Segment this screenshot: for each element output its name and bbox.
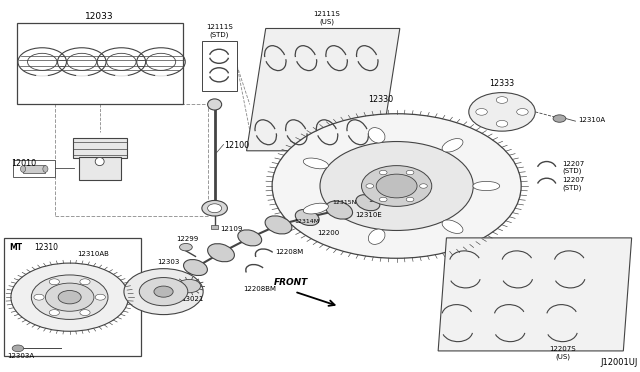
Ellipse shape bbox=[295, 209, 319, 225]
Bar bbox=[4, 238, 141, 356]
Polygon shape bbox=[246, 29, 400, 151]
Text: 12310: 12310 bbox=[35, 243, 58, 253]
Circle shape bbox=[272, 114, 521, 258]
Bar bbox=[23, 165, 45, 173]
Text: 12330: 12330 bbox=[368, 96, 394, 105]
Text: 12100: 12100 bbox=[224, 141, 250, 150]
Circle shape bbox=[58, 291, 81, 304]
Text: 12303: 12303 bbox=[157, 259, 180, 264]
Circle shape bbox=[179, 243, 192, 251]
Circle shape bbox=[11, 263, 129, 331]
Text: 12314M: 12314M bbox=[294, 219, 319, 224]
Text: 12310AB: 12310AB bbox=[77, 251, 109, 257]
Circle shape bbox=[124, 269, 203, 315]
Text: 12010: 12010 bbox=[11, 159, 36, 168]
Text: 12200: 12200 bbox=[317, 231, 339, 237]
Ellipse shape bbox=[383, 185, 410, 202]
Circle shape bbox=[49, 279, 60, 285]
Bar bbox=[13, 160, 55, 177]
Circle shape bbox=[496, 121, 508, 127]
Bar bbox=[202, 41, 237, 92]
Ellipse shape bbox=[202, 201, 227, 216]
Text: 12111S
(STD): 12111S (STD) bbox=[205, 24, 232, 38]
Text: 12111S
(US): 12111S (US) bbox=[313, 11, 340, 25]
Polygon shape bbox=[438, 238, 632, 351]
Text: 12310A: 12310A bbox=[579, 117, 606, 123]
Ellipse shape bbox=[238, 230, 262, 246]
Circle shape bbox=[496, 97, 508, 103]
Ellipse shape bbox=[184, 260, 207, 276]
Ellipse shape bbox=[207, 244, 234, 262]
Circle shape bbox=[366, 184, 374, 188]
Ellipse shape bbox=[207, 99, 221, 110]
Ellipse shape bbox=[157, 283, 183, 301]
Ellipse shape bbox=[442, 139, 463, 152]
Text: 12315N: 12315N bbox=[333, 199, 357, 205]
Ellipse shape bbox=[95, 157, 104, 166]
Circle shape bbox=[516, 109, 528, 115]
Circle shape bbox=[380, 170, 387, 175]
Circle shape bbox=[468, 93, 535, 131]
Ellipse shape bbox=[265, 216, 292, 234]
Circle shape bbox=[476, 109, 487, 115]
Text: 12310E: 12310E bbox=[355, 212, 382, 218]
Circle shape bbox=[362, 166, 432, 206]
Circle shape bbox=[154, 286, 173, 297]
Bar bbox=[55, 105, 208, 216]
Text: 12207S
(US): 12207S (US) bbox=[549, 346, 576, 360]
Text: 12109: 12109 bbox=[220, 226, 242, 232]
Ellipse shape bbox=[369, 229, 385, 244]
Text: 12303A: 12303A bbox=[7, 353, 34, 359]
Circle shape bbox=[34, 294, 44, 300]
Circle shape bbox=[80, 310, 90, 315]
Circle shape bbox=[406, 170, 414, 175]
Ellipse shape bbox=[442, 220, 463, 233]
Circle shape bbox=[406, 197, 414, 202]
Circle shape bbox=[31, 275, 108, 320]
Circle shape bbox=[380, 197, 387, 202]
Text: FRONT: FRONT bbox=[274, 278, 308, 287]
Circle shape bbox=[80, 279, 90, 285]
Ellipse shape bbox=[369, 128, 385, 143]
Ellipse shape bbox=[303, 203, 328, 214]
Text: 13021: 13021 bbox=[181, 296, 204, 302]
Circle shape bbox=[45, 283, 94, 311]
Text: 12208BM: 12208BM bbox=[243, 286, 276, 292]
Text: 12331: 12331 bbox=[368, 198, 388, 203]
Text: 12207
(STD): 12207 (STD) bbox=[563, 161, 585, 174]
Circle shape bbox=[376, 174, 417, 198]
Circle shape bbox=[420, 184, 428, 188]
Bar bbox=[79, 157, 121, 180]
Ellipse shape bbox=[356, 195, 380, 211]
Text: J12001UJ: J12001UJ bbox=[601, 358, 638, 367]
Circle shape bbox=[49, 310, 60, 315]
Bar bbox=[17, 23, 182, 105]
Circle shape bbox=[140, 278, 188, 306]
Ellipse shape bbox=[303, 158, 328, 169]
Ellipse shape bbox=[473, 182, 500, 190]
Ellipse shape bbox=[207, 204, 221, 213]
Ellipse shape bbox=[20, 166, 26, 172]
Text: 12033: 12033 bbox=[85, 12, 114, 21]
Text: MT: MT bbox=[9, 243, 22, 253]
Ellipse shape bbox=[326, 201, 353, 219]
Circle shape bbox=[12, 345, 24, 352]
Circle shape bbox=[320, 141, 473, 231]
Ellipse shape bbox=[43, 166, 48, 172]
Bar bbox=[73, 138, 127, 158]
Text: 12208M: 12208M bbox=[275, 248, 303, 254]
Text: 12299: 12299 bbox=[176, 235, 198, 241]
Text: 12207
(STD): 12207 (STD) bbox=[563, 177, 585, 191]
Circle shape bbox=[95, 294, 106, 300]
Bar bbox=[211, 225, 218, 229]
Circle shape bbox=[177, 279, 200, 293]
Text: 12333: 12333 bbox=[490, 79, 515, 88]
Circle shape bbox=[553, 115, 566, 122]
